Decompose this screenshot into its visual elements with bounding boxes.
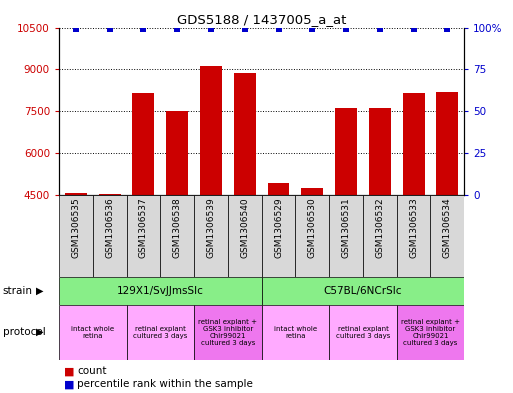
Text: count: count (77, 366, 107, 376)
Bar (93, 195, 127, 277)
Text: ■: ■ (64, 379, 74, 389)
Text: GSM1306540: GSM1306540 (240, 197, 249, 258)
Bar (397, 195, 430, 277)
Text: GSM1306531: GSM1306531 (342, 197, 350, 258)
Bar (262, 195, 295, 277)
Bar (301, 187, 323, 320)
Bar (59, 305, 127, 360)
Text: GSM1306529: GSM1306529 (274, 197, 283, 258)
Bar (127, 305, 194, 360)
Text: retinal explant +
GSK3 inhibitor
Chir99021
cultured 3 days: retinal explant + GSK3 inhibitor Chir990… (199, 319, 258, 345)
Point (106, 26, 114, 32)
Bar (369, 108, 391, 320)
Bar (127, 195, 160, 277)
Bar (268, 184, 289, 320)
Text: intact whole
retina: intact whole retina (274, 325, 317, 339)
Point (72, 26, 80, 32)
Point (274, 26, 283, 32)
Text: GSM1306534: GSM1306534 (443, 197, 452, 258)
Point (443, 26, 451, 32)
Point (140, 26, 148, 32)
Point (409, 26, 418, 32)
Bar (59, 277, 262, 305)
Text: strain: strain (3, 286, 32, 296)
Bar (262, 305, 329, 360)
Bar (59, 195, 93, 277)
Text: GSM1306538: GSM1306538 (173, 197, 182, 258)
Bar (430, 195, 464, 277)
Text: GSM1306536: GSM1306536 (105, 197, 114, 258)
Point (207, 26, 215, 32)
Bar (160, 195, 194, 277)
Text: C57BL/6NCrSlc: C57BL/6NCrSlc (324, 286, 402, 296)
Bar (329, 305, 397, 360)
Bar (194, 305, 262, 360)
Point (173, 26, 181, 32)
Bar (403, 93, 425, 320)
Text: GSM1306532: GSM1306532 (376, 197, 384, 258)
Text: GSM1306535: GSM1306535 (71, 197, 81, 258)
Bar (200, 66, 222, 320)
Text: ▶: ▶ (36, 286, 44, 296)
Title: GDS5188 / 1437005_a_at: GDS5188 / 1437005_a_at (177, 13, 346, 26)
Point (342, 26, 350, 32)
Text: retinal explant +
GSK3 inhibitor
Chir99021
cultured 3 days: retinal explant + GSK3 inhibitor Chir990… (401, 319, 460, 345)
Bar (166, 111, 188, 320)
Bar (194, 195, 228, 277)
Bar (335, 108, 357, 320)
Point (376, 26, 384, 32)
Point (241, 26, 249, 32)
Text: percentile rank within the sample: percentile rank within the sample (77, 379, 253, 389)
Bar (363, 195, 397, 277)
Text: GSM1306533: GSM1306533 (409, 197, 418, 258)
Point (308, 26, 317, 32)
Text: protocol: protocol (3, 327, 45, 337)
Text: GSM1306530: GSM1306530 (308, 197, 317, 258)
Text: GSM1306537: GSM1306537 (139, 197, 148, 258)
Bar (132, 93, 154, 320)
Bar (98, 194, 121, 320)
Text: retinal explant
cultured 3 days: retinal explant cultured 3 days (336, 325, 390, 339)
Text: ■: ■ (64, 366, 74, 376)
Bar (262, 277, 464, 305)
Text: GSM1306539: GSM1306539 (206, 197, 215, 258)
Text: retinal explant
cultured 3 days: retinal explant cultured 3 days (133, 325, 187, 339)
Bar (397, 305, 464, 360)
Bar (65, 193, 87, 320)
Text: 129X1/SvJJmsSlc: 129X1/SvJJmsSlc (117, 286, 204, 296)
Bar (295, 195, 329, 277)
Text: ▶: ▶ (36, 327, 44, 337)
Text: intact whole
retina: intact whole retina (71, 325, 114, 339)
Bar (329, 195, 363, 277)
Bar (437, 92, 458, 320)
Bar (228, 195, 262, 277)
Bar (234, 73, 255, 320)
